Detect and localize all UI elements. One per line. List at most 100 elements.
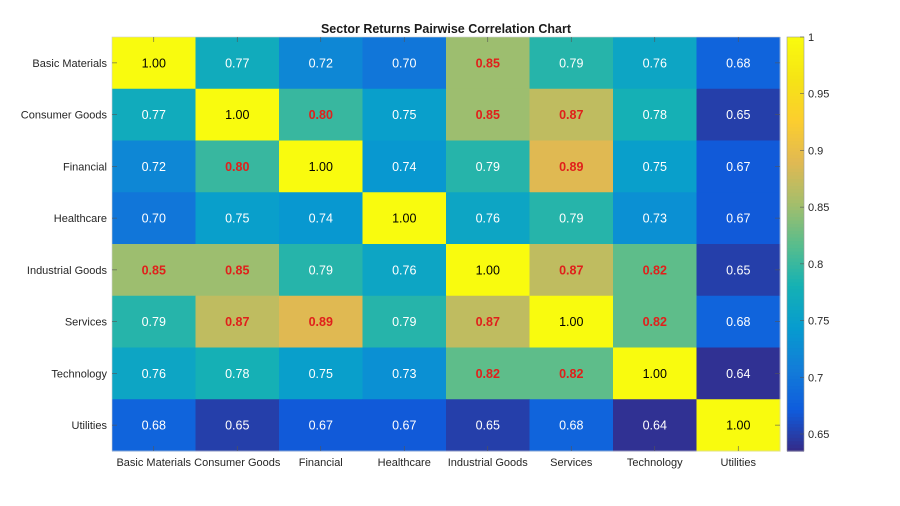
heatmap-cell (529, 399, 614, 452)
heatmap-cell (112, 244, 196, 297)
colorbar-segment (787, 47, 804, 52)
colorbar-segment (787, 61, 804, 66)
cell-value-label: 0.79 (392, 315, 416, 329)
colorbar-segment (787, 230, 804, 235)
colorbar-segment (787, 409, 804, 414)
colorbar-segment (787, 116, 804, 121)
colorbar-segment (787, 126, 804, 131)
heatmap-cell (613, 88, 697, 141)
cell-value-label: 0.75 (643, 160, 667, 174)
heatmap-cell (446, 140, 530, 193)
colorbar-segment (787, 95, 804, 100)
colorbar-segment (787, 357, 804, 362)
heatmap-cell (613, 37, 697, 90)
colorbar-segment (787, 299, 804, 304)
heatmap-cell (696, 347, 781, 400)
heatmap-cell (613, 347, 697, 400)
heatmap-cell (362, 295, 447, 348)
cell-value-label: 0.77 (225, 56, 249, 70)
cell-value-label: 0.87 (476, 315, 500, 329)
colorbar-segment (787, 202, 804, 207)
cell-value-label: 0.65 (726, 108, 750, 122)
heatmap-cell (195, 244, 280, 297)
heatmap-cell (362, 347, 447, 400)
colorbar-segment (787, 244, 804, 249)
colorbar-tick-label: 0.8 (808, 259, 823, 271)
colorbar-segment (787, 430, 804, 435)
colorbar-segment (787, 433, 804, 438)
colorbar-segment (787, 378, 804, 383)
colorbar-segment (787, 233, 804, 238)
y-tick-label: Services (65, 317, 108, 329)
colorbar-segment (787, 316, 804, 321)
colorbar-tick-label: 1 (808, 32, 814, 44)
colorbar-segment (787, 92, 804, 97)
x-tick-label: Healthcare (378, 457, 431, 469)
x-tick-label: Basic Materials (116, 457, 191, 469)
colorbar-segment (787, 368, 804, 373)
colorbar-segment (787, 112, 804, 117)
heatmap-cell (446, 192, 530, 245)
colorbar-segment (787, 164, 804, 169)
cell-value-label: 1.00 (643, 367, 667, 381)
colorbar-segment (787, 350, 804, 355)
cell-value-label: 0.76 (392, 263, 416, 277)
colorbar-segment (787, 143, 804, 148)
colorbar-segment (787, 419, 804, 424)
heatmap-cell (613, 192, 697, 245)
heatmap-cell (613, 295, 697, 348)
colorbar-segment (787, 78, 804, 83)
colorbar-segment (787, 423, 804, 428)
cell-value-label: 0.89 (559, 160, 583, 174)
heatmap-cell (446, 37, 530, 90)
y-tick-label: Consumer Goods (21, 110, 108, 122)
x-tick-label: Financial (299, 457, 343, 469)
cell-value-label: 0.76 (142, 367, 166, 381)
colorbar-segment (787, 226, 804, 231)
colorbar-segment (787, 326, 804, 331)
colorbar-tick-label: 0.95 (808, 89, 829, 101)
cell-value-label: 0.79 (309, 263, 333, 277)
colorbar-ticks: 0.65 0.7 0.75 0.8 0.85 0.9 0.95 1 (800, 32, 829, 441)
colorbar-segment (787, 288, 804, 293)
colorbar-segment (787, 133, 804, 138)
colorbar-segment (787, 150, 804, 155)
heatmap-cell (362, 192, 447, 245)
colorbar-segment (787, 81, 804, 86)
cell-value-label: 0.67 (309, 419, 333, 433)
heatmap-cell (279, 347, 363, 400)
cell-value-label: 1.00 (476, 263, 500, 277)
colorbar-segment (787, 392, 804, 397)
colorbar-segment (787, 250, 804, 255)
y-tick-label: Technology (51, 368, 107, 380)
colorbar-segment (787, 447, 804, 452)
heatmap-cell (613, 244, 697, 297)
cell-value-label: 0.73 (392, 367, 416, 381)
colorbar-segment (787, 264, 804, 269)
heatmap-cell (613, 140, 697, 193)
y-tick-label: Industrial Goods (27, 265, 108, 277)
heatmap-cell (195, 140, 280, 193)
colorbar-segment (787, 57, 804, 62)
colorbar-tick-label: 0.85 (808, 202, 829, 214)
colorbar-tick-label: 0.75 (808, 316, 829, 328)
colorbar-segment (787, 206, 804, 211)
colorbar-segment (787, 382, 804, 387)
colorbar-segment (787, 402, 804, 407)
cell-value-label: 0.79 (559, 212, 583, 226)
cell-value-label: 0.79 (142, 315, 166, 329)
cell-value-label: 0.85 (476, 56, 500, 70)
colorbar-segment (787, 240, 804, 245)
colorbar-segment (787, 319, 804, 324)
chart-title: Sector Returns Pairwise Correlation Char… (321, 22, 572, 36)
colorbar-tick-label: 0.7 (808, 372, 823, 384)
cell-value-label: 0.65 (726, 263, 750, 277)
heatmap-cell (362, 140, 447, 193)
heatmap-cell (613, 399, 697, 452)
colorbar-segment (787, 64, 804, 69)
heatmap-cell (696, 399, 781, 452)
colorbar-segment (787, 40, 804, 45)
cell-value-label: 0.76 (643, 56, 667, 70)
cell-value-label: 1.00 (142, 56, 166, 70)
cell-value-label: 0.65 (476, 419, 500, 433)
